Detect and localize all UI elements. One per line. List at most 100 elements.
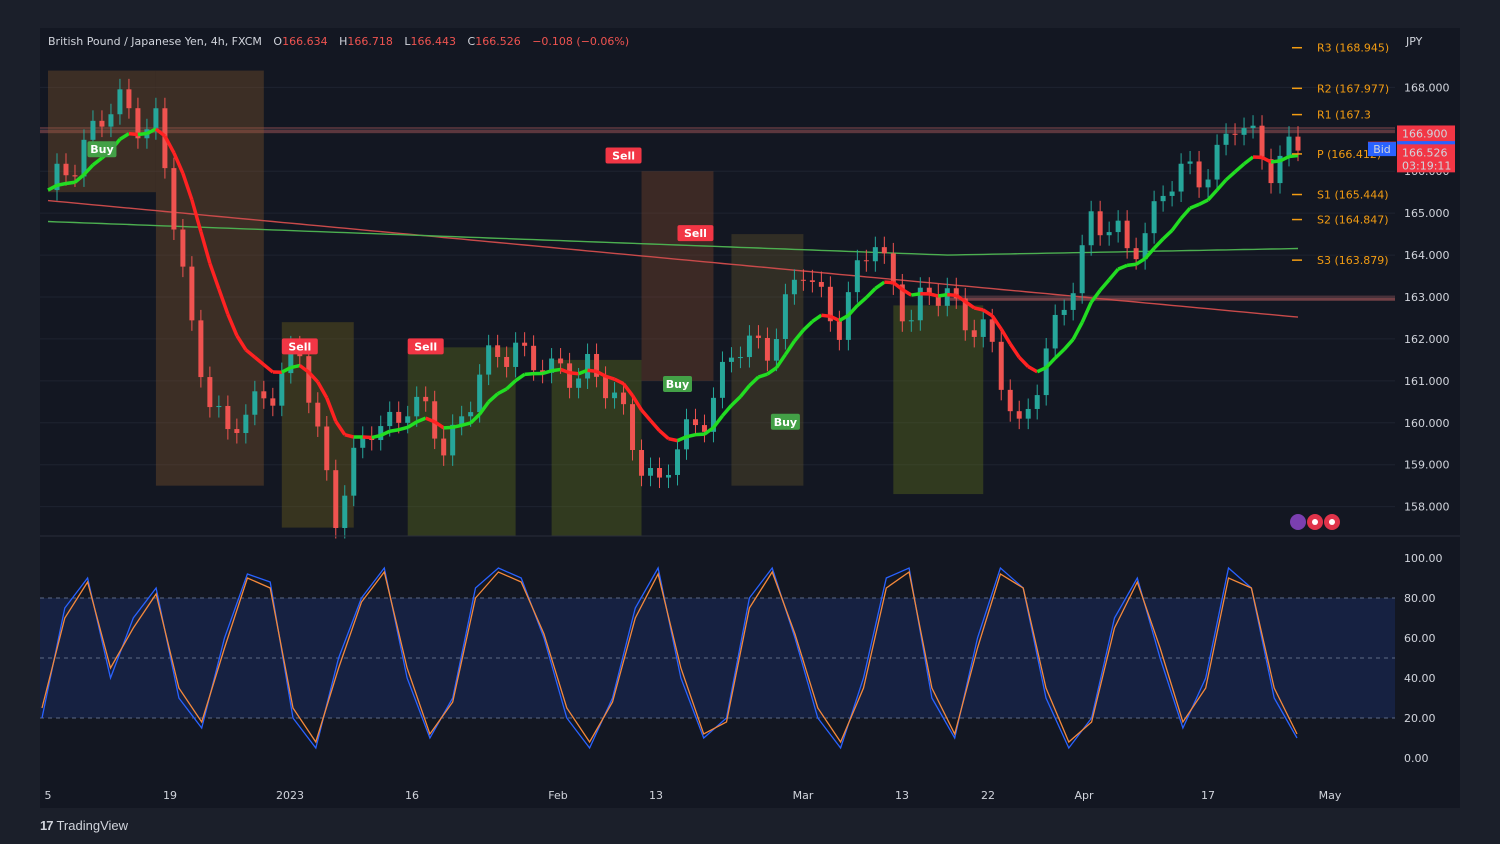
trend-ma-segment: [47, 183, 58, 192]
candle-body: [719, 361, 725, 398]
trend-ma-segment: [1161, 229, 1174, 241]
candle-body: [612, 392, 618, 399]
pivot-label: S2 (164.847): [1317, 214, 1389, 227]
candle-body: [207, 377, 213, 408]
range-box: [641, 171, 714, 381]
trend-ma-segment: [1152, 237, 1165, 250]
trend-ma-segment: [262, 363, 274, 374]
candle-body: [1223, 133, 1229, 145]
trend-ma-segment: [1117, 263, 1128, 271]
candle-body: [1052, 314, 1058, 349]
trend-ma-segment: [569, 371, 579, 376]
trend-ma-segment: [487, 392, 499, 404]
stoch-tick-label: 80.00: [1404, 592, 1436, 605]
candle-body: [180, 229, 186, 267]
trend-ma-segment: [1224, 170, 1237, 182]
candle-body: [728, 357, 734, 362]
long-ma-green: [47, 220, 1299, 256]
candle-body: [639, 450, 645, 476]
trend-ma-segment: [1017, 356, 1030, 368]
candle-body: [1106, 232, 1112, 236]
candle-body: [1187, 161, 1193, 164]
candle-body: [737, 357, 743, 359]
trend-ma-segment: [821, 313, 831, 319]
candle-body: [603, 376, 609, 399]
candle-body: [1241, 128, 1247, 135]
price-badge-timer: 03:19:11: [1402, 159, 1451, 172]
trend-ma-segment: [559, 367, 571, 375]
candle-body: [935, 294, 941, 306]
candle-body: [755, 335, 761, 338]
candle-body: [1169, 191, 1175, 196]
candle-body: [171, 168, 177, 230]
trend-ma-segment: [1080, 301, 1093, 324]
trend-ma-segment: [721, 404, 733, 417]
price-chart[interactable]: British Pound / Japanese Yen, 4h, FXCM O…: [40, 28, 1460, 808]
long-ma-red: [47, 199, 1299, 318]
stoch-tick-label: 20.00: [1404, 712, 1436, 725]
candle-body: [153, 108, 159, 130]
trend-ma-segment: [802, 320, 814, 332]
candle-body: [432, 401, 438, 439]
trend-ma-segment: [551, 367, 561, 373]
candle-body: [746, 335, 752, 358]
lightning-icon[interactable]: [1290, 514, 1306, 530]
trend-ma-segment: [911, 292, 921, 297]
time-axis[interactable]: 5 19 2023 16 Feb 13 Mar 13 22 Apr 17 May: [45, 789, 1342, 802]
trend-ma-segment: [163, 135, 176, 154]
candle-body: [1061, 309, 1067, 315]
candle-body: [54, 163, 60, 191]
time-tick-label: 2023: [276, 789, 304, 802]
trend-ma-segment: [838, 313, 850, 323]
candle-body: [1286, 136, 1292, 156]
time-tick-label: 16: [405, 789, 419, 802]
candle-body: [135, 108, 141, 139]
trend-ma-segment: [1288, 153, 1299, 159]
candle-body: [1295, 136, 1301, 151]
candle-body: [692, 419, 698, 426]
trend-ma-segment: [605, 374, 616, 381]
candle-body: [1025, 408, 1031, 419]
time-tick-label: 22: [981, 789, 995, 802]
trend-ma-segment: [128, 131, 139, 137]
trend-ma-segment: [999, 328, 1012, 345]
price-tick-label: 162.000: [1404, 333, 1450, 346]
trend-ma-segment: [443, 425, 453, 430]
candle-body: [1043, 348, 1049, 396]
tradingview-brand[interactable]: 17 TradingView: [40, 818, 128, 833]
candle-body: [594, 353, 600, 377]
candle-body: [189, 266, 195, 321]
pivot-label: R3 (168.945): [1317, 42, 1389, 55]
trend-ma-segment: [1107, 268, 1120, 281]
trend-ma-segment: [658, 429, 670, 441]
candle-body: [1007, 389, 1013, 412]
trend-ma-segment: [577, 368, 589, 376]
candle-body: [531, 345, 537, 371]
trend-ma-segment: [1242, 155, 1255, 166]
trend-ma-segment: [613, 377, 625, 386]
time-tick-label: Apr: [1074, 789, 1094, 802]
change-value: −0.108 (−0.06%): [532, 35, 629, 48]
price-tick-label: 165.000: [1404, 207, 1450, 220]
trend-ma-segment: [847, 304, 859, 317]
trend-ma-segment: [146, 127, 157, 136]
candle-body: [1268, 159, 1274, 184]
price-tick-label: 164.000: [1404, 249, 1450, 262]
trend-ma-segment: [964, 300, 976, 310]
candle-body: [1016, 411, 1022, 419]
candle-body: [549, 358, 555, 373]
trend-ma-segment: [325, 397, 338, 422]
trend-ma-segment: [640, 408, 652, 422]
candle-body: [252, 391, 258, 415]
stoch-tick-label: 60.00: [1404, 632, 1436, 645]
candle-body: [1124, 220, 1130, 249]
trend-ma-segment: [1126, 262, 1137, 268]
candle-body: [683, 419, 689, 450]
candle-body: [279, 373, 285, 406]
trend-ma-segment: [748, 375, 760, 387]
candle-body: [800, 279, 806, 281]
indicator-icons[interactable]: [1290, 514, 1340, 530]
brand-label: TradingView: [56, 818, 129, 833]
candle-body: [81, 139, 87, 177]
close-value: 166.526: [475, 35, 521, 48]
